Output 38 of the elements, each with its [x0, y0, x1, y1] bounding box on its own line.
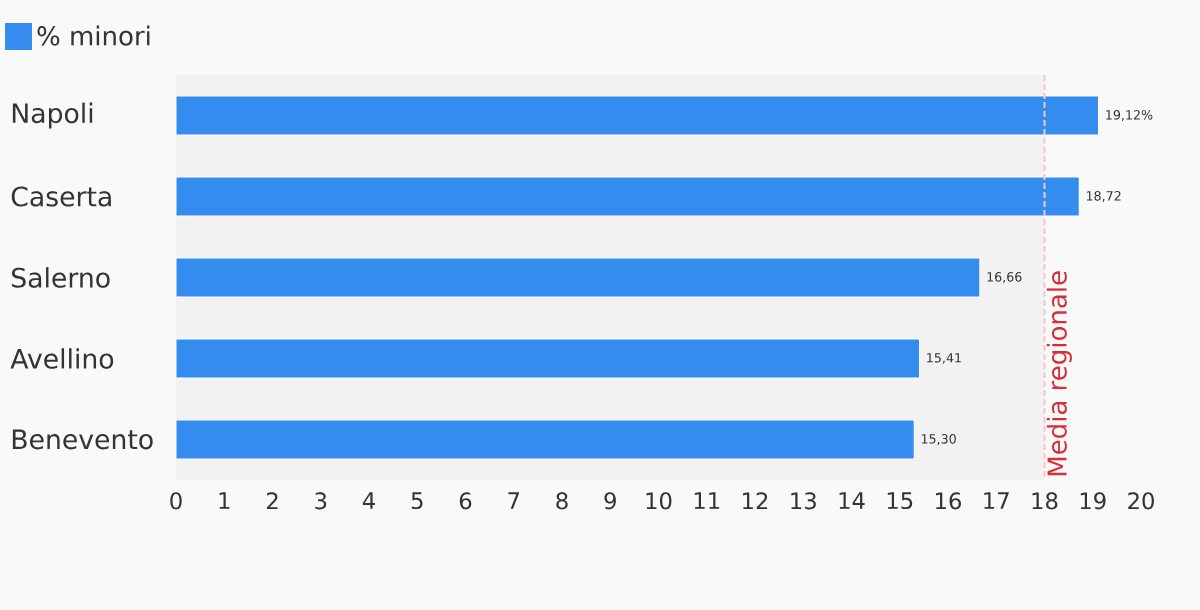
y-tick-label: Caserta	[11, 186, 111, 207]
legend-label: % minori	[37, 25, 150, 46]
y-tick-label: Salerno	[12, 267, 110, 288]
data-label: 16,66	[987, 272, 1022, 283]
data-label: 15,30	[921, 434, 956, 445]
x-tick-label: 3	[315, 492, 327, 510]
x-tick-label: 4	[362, 492, 375, 509]
x-tick-label: 17	[984, 492, 1009, 509]
x-tick-label: 20	[1128, 492, 1154, 510]
bar	[175, 338, 921, 379]
x-tick-label: 19	[1080, 492, 1106, 510]
bar	[175, 257, 981, 298]
data-label: 19,12%	[1106, 110, 1153, 121]
bar	[175, 176, 1080, 217]
x-tick-label: 9	[604, 492, 616, 510]
x-tick-label: 8	[556, 492, 568, 510]
x-tick-label: 6	[459, 492, 472, 510]
y-tick-label: Avellino	[10, 348, 114, 369]
ref-line-label: Media regionale	[1046, 271, 1072, 476]
x-tick-label: 2	[266, 492, 278, 510]
x-tick-label: 7	[508, 492, 520, 509]
x-tick-label: 1	[219, 492, 230, 509]
y-tick-label: Napoli	[12, 102, 93, 129]
x-tick-label: 12	[743, 492, 768, 510]
x-tick-label: 18	[1032, 492, 1058, 510]
x-tick-label: 16	[936, 492, 961, 510]
x-tick-label: 10	[646, 492, 672, 510]
bar	[175, 95, 1100, 136]
data-label: 18,72	[1086, 191, 1121, 202]
x-tick-label: 15	[887, 492, 913, 510]
bar	[175, 419, 915, 460]
y-tick-label: Benevento	[12, 429, 153, 450]
x-tick-label: 11	[694, 492, 720, 509]
data-label: 15,41	[927, 353, 961, 364]
x-tick-label: 13	[791, 492, 816, 510]
x-tick-label: 14	[839, 492, 865, 509]
x-tick-label: 5	[411, 492, 423, 510]
x-tick-label: 0	[170, 492, 182, 510]
